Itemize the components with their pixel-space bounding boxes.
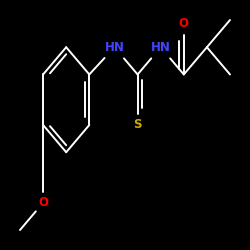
Bar (108, 41, 122, 54)
Bar (133, 119, 142, 131)
Bar (39, 196, 48, 209)
Text: O: O (38, 196, 48, 209)
Text: HN: HN (104, 41, 124, 54)
Bar (154, 41, 168, 54)
Bar (180, 18, 188, 30)
Text: S: S (133, 118, 142, 132)
Text: O: O (179, 18, 189, 30)
Text: HN: HN (151, 41, 171, 54)
